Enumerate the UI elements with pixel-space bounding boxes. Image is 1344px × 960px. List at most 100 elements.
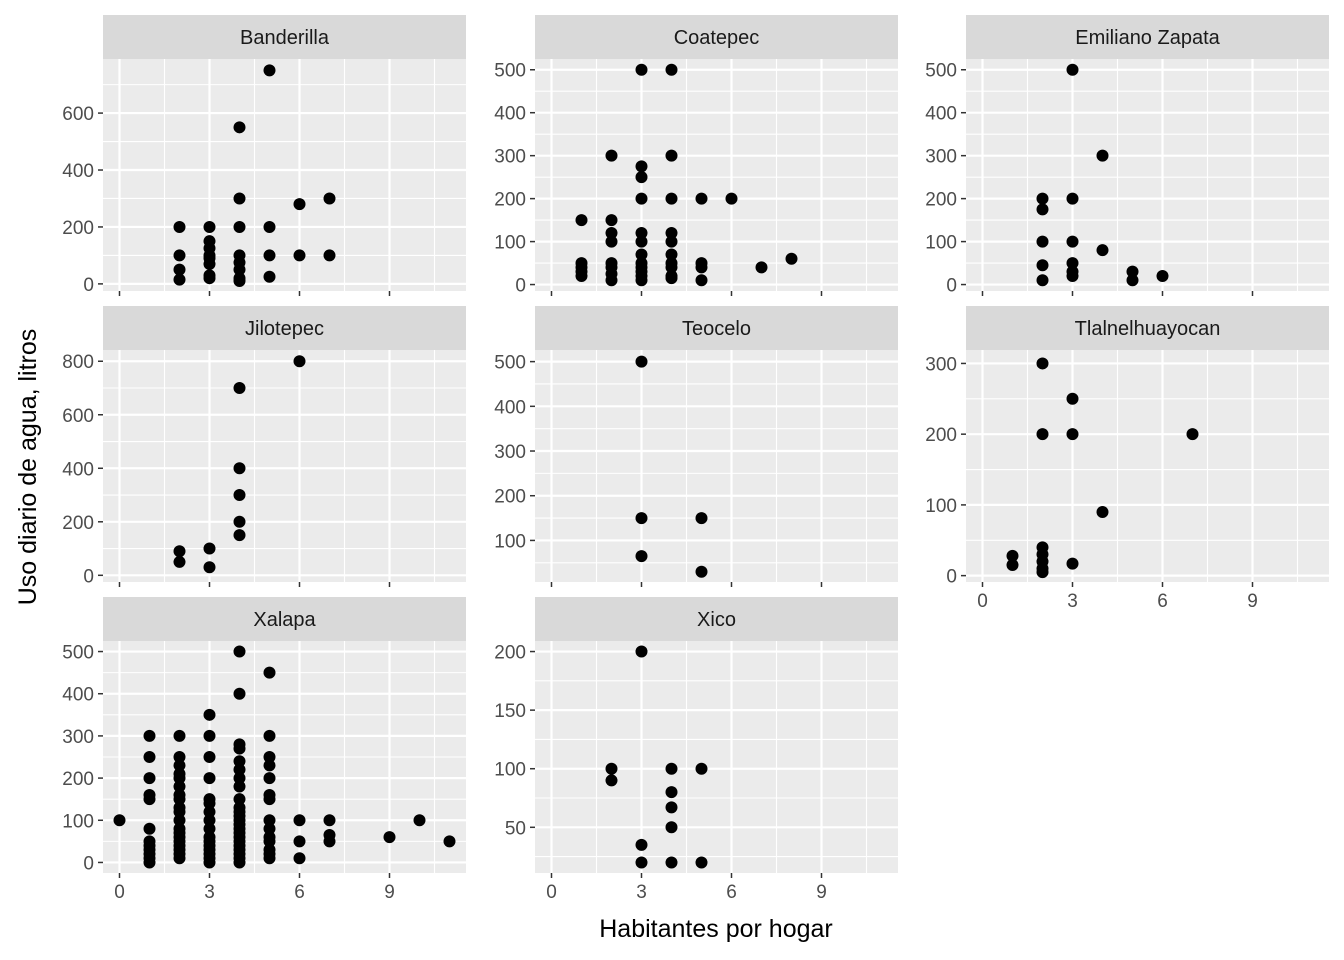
data-point: [665, 269, 678, 282]
data-point: [665, 235, 678, 248]
data-point: [293, 355, 306, 368]
data-point: [233, 755, 246, 768]
data-point: [665, 248, 678, 261]
data-point: [665, 149, 678, 162]
x-tick-label: 3: [636, 882, 647, 903]
data-point: [233, 763, 246, 776]
data-point: [173, 555, 186, 568]
data-point: [173, 729, 186, 742]
data-point: [605, 235, 618, 248]
data-point: [635, 227, 648, 239]
data-point: [635, 838, 648, 851]
data-point: [605, 257, 618, 270]
data-point: [605, 227, 618, 239]
data-point: [635, 248, 648, 261]
facet-strip: [103, 597, 466, 641]
y-tick-label: 300: [925, 354, 957, 375]
y-tick-label: 200: [494, 643, 526, 664]
data-point: [755, 261, 768, 274]
x-tick-label: 6: [1157, 591, 1168, 612]
y-tick-label: 100: [62, 811, 94, 832]
data-point: [233, 192, 246, 205]
data-point: [263, 64, 276, 77]
data-point: [1126, 274, 1139, 287]
data-point: [293, 835, 306, 848]
panel-background: [535, 641, 898, 873]
data-point: [203, 729, 216, 742]
data-point: [203, 751, 216, 763]
data-point: [203, 542, 216, 555]
data-point: [665, 257, 678, 270]
data-point: [1096, 149, 1109, 162]
y-tick-label: 50: [505, 818, 526, 839]
data-point: [233, 515, 246, 528]
panel-jilotepec: Jilotepec 0 200 400 600 800: [62, 306, 466, 587]
x-tick-label: 3: [1067, 591, 1078, 612]
y-tick-label: 400: [62, 459, 94, 480]
x-tick-label: 3: [204, 882, 215, 903]
data-point: [233, 220, 246, 233]
y-tick-label: 500: [494, 353, 526, 374]
facet-strip-label: Emiliano Zapata: [1075, 27, 1220, 49]
data-point: [173, 263, 186, 276]
x-tick-label: 6: [294, 882, 305, 903]
facet-strip-label: Xico: [697, 609, 736, 631]
data-point: [665, 227, 678, 239]
data-point: [173, 788, 186, 801]
data-point: [1096, 244, 1109, 257]
data-point: [263, 220, 276, 233]
data-point: [263, 843, 276, 856]
data-point: [263, 772, 276, 785]
data-point: [263, 759, 276, 772]
data-point: [665, 63, 678, 76]
facet-strip-label: Banderilla: [240, 27, 330, 49]
data-point: [173, 545, 186, 558]
panel-coatepec: Coatepec 0 100 200 300 400 500: [494, 15, 898, 297]
data-point: [203, 561, 216, 574]
x-tick-label: 6: [726, 882, 737, 903]
y-tick-label: 0: [946, 567, 957, 588]
data-point: [635, 856, 648, 869]
y-tick-label: 200: [925, 425, 957, 446]
y-tick-label: 150: [494, 701, 526, 722]
facet-strip: [535, 15, 898, 59]
facet-strip-label: Jilotepec: [245, 318, 324, 340]
data-point: [695, 512, 708, 525]
data-point: [1066, 428, 1079, 441]
data-point: [695, 257, 708, 270]
facet-strip-label: Teocelo: [682, 318, 751, 340]
data-point: [173, 249, 186, 262]
data-point: [173, 822, 186, 835]
data-point: [575, 257, 588, 270]
data-point: [635, 645, 648, 658]
data-point: [1036, 541, 1049, 554]
data-point: [203, 793, 216, 806]
data-point: [1066, 63, 1079, 76]
data-point: [203, 822, 216, 835]
data-point: [173, 801, 186, 814]
data-point: [635, 171, 648, 184]
data-point: [203, 708, 216, 721]
data-point: [263, 831, 276, 844]
data-point: [665, 856, 678, 869]
data-point: [605, 774, 618, 787]
data-point: [233, 529, 246, 542]
data-point: [605, 214, 618, 227]
facet-strip-label: Coatepec: [674, 27, 760, 49]
data-point: [293, 852, 306, 865]
data-point: [233, 121, 246, 134]
data-point: [263, 270, 276, 283]
panel-tlalnelhuayocan: Tlalnelhuayocan 0 100 200 300 0 3 6 9: [925, 306, 1329, 612]
data-point: [323, 192, 336, 205]
panel-background: [966, 59, 1329, 291]
data-point: [695, 856, 708, 869]
data-point: [233, 645, 246, 658]
y-tick-label: 400: [494, 104, 526, 125]
data-point: [635, 512, 648, 525]
data-point: [143, 772, 156, 785]
y-tick-label: 0: [946, 276, 957, 297]
data-point: [1006, 559, 1019, 572]
y-tick-label: 400: [925, 104, 957, 125]
data-point: [665, 786, 678, 799]
y-tick-label: 0: [83, 853, 94, 874]
